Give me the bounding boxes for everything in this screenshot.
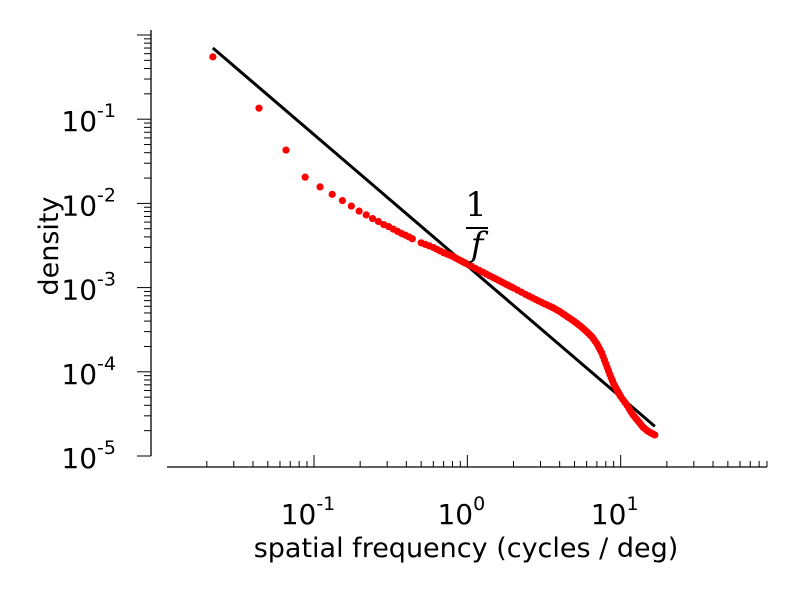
tick-labels-layer: 10-1 10-2 10-3 10-4 10-5 10-1 100 101: [61, 100, 638, 531]
data-point: [282, 146, 290, 154]
x-tick-label: 100: [437, 493, 485, 531]
x-tick-label: 10-1: [281, 493, 336, 531]
x-tick-label: 101: [591, 493, 639, 531]
reference-line-layer: [211, 46, 656, 428]
data-point: [374, 217, 382, 226]
y-tick-label: 10-2: [61, 184, 116, 222]
data-point: [368, 214, 377, 223]
data-point: [362, 211, 370, 219]
data-point: [209, 53, 217, 61]
data-point: [355, 207, 363, 215]
data-point: [316, 183, 324, 191]
y-tick-label: 10-5: [61, 437, 116, 475]
data-point: [347, 202, 355, 210]
x-axis-title: spatial frequency (cycles / deg): [254, 533, 679, 564]
one-over-f-line: [211, 46, 656, 428]
y-tick-label: 10-4: [61, 353, 116, 391]
one-over-f-annotation: 1 f: [465, 185, 489, 265]
data-point: [408, 235, 416, 243]
data-point: [651, 431, 659, 439]
y-axis-title: density: [34, 196, 65, 295]
data-points-layer: [209, 53, 659, 439]
y-tick-label: 10-3: [61, 269, 116, 307]
annotation-numerator: 1: [465, 185, 487, 225]
data-point: [338, 196, 347, 205]
data-point: [328, 190, 336, 198]
y-tick-label: 10-1: [61, 100, 116, 138]
data-point: [255, 104, 263, 112]
data-point: [301, 173, 309, 181]
annotation-denominator: f: [468, 225, 489, 265]
axes: [137, 30, 768, 468]
